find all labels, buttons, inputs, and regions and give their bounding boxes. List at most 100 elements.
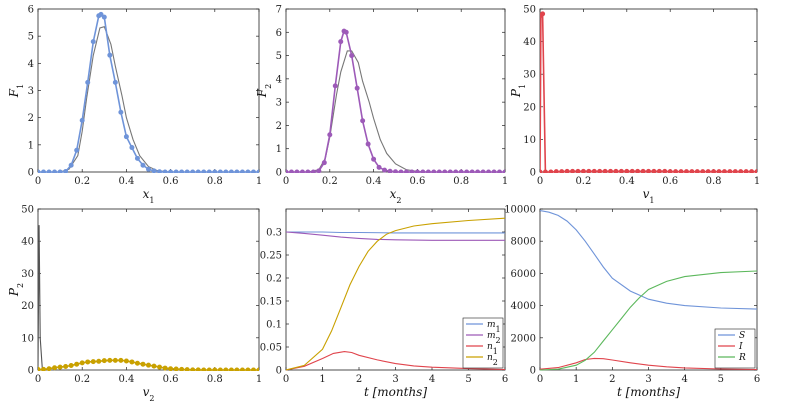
data-point — [321, 160, 327, 166]
y-axis-label-main: P — [7, 287, 21, 297]
y-tick-label: 3 — [276, 98, 282, 109]
data-point — [732, 169, 738, 173]
data-point — [491, 169, 497, 173]
y-tick-label: 50 — [21, 205, 34, 216]
data-point — [201, 169, 207, 173]
y-tick-label: 5 — [276, 51, 282, 62]
y-tick-label: 10 — [523, 135, 536, 146]
y-tick-label: 1 — [28, 140, 34, 151]
data-point — [173, 169, 179, 173]
series-line-R — [540, 270, 757, 371]
y-tick-label: 4000 — [511, 301, 536, 312]
x-tick-label: 0.2 — [74, 176, 90, 187]
data-point — [403, 169, 409, 173]
data-point — [38, 169, 41, 173]
data-point — [580, 168, 586, 173]
data-point — [123, 358, 129, 364]
legend-label-main: m — [487, 331, 496, 341]
legend-label: n2 — [487, 353, 498, 367]
y-tick-label: 6 — [276, 28, 282, 39]
data-point — [540, 169, 543, 173]
data-point — [564, 168, 570, 173]
data-point — [250, 169, 256, 173]
data-point — [168, 169, 174, 173]
data-point — [754, 169, 757, 173]
data-point — [123, 134, 129, 140]
x-tick-label: 0.8 — [453, 176, 469, 187]
y-axis-label: F2 — [255, 84, 273, 98]
y-tick-label: 0 — [276, 168, 282, 179]
data-point — [327, 132, 333, 138]
series-line-m2 — [286, 231, 505, 241]
y-tick-label: 30 — [21, 269, 34, 280]
series-line-m1 — [286, 231, 505, 234]
data-point — [624, 168, 630, 173]
series-line-n1 — [286, 351, 505, 371]
y-tick-label: 10000 — [504, 205, 536, 216]
data-point — [486, 169, 492, 173]
data-point — [436, 169, 442, 173]
data-point — [678, 169, 684, 173]
x-axis-label-sub: 2 — [149, 394, 154, 403]
data-point — [711, 169, 717, 173]
data-point — [90, 359, 96, 365]
y-tick-label: 6 — [28, 5, 34, 16]
x-axis-label: x1 — [143, 187, 155, 205]
legend-label-main: n — [487, 342, 493, 352]
data-point — [206, 169, 212, 173]
data-point — [74, 147, 80, 153]
data-point — [349, 53, 355, 59]
data-point — [705, 169, 711, 173]
series-group — [286, 217, 505, 371]
data-point — [179, 169, 185, 173]
data-point — [540, 11, 546, 17]
data-point — [749, 169, 755, 173]
x-tick-label: 0 — [283, 176, 289, 187]
legend-label-main: n — [487, 353, 493, 363]
x-axis-label-main: x — [143, 187, 150, 201]
series-group — [540, 11, 757, 173]
data-point — [743, 169, 749, 173]
data-point — [635, 168, 641, 173]
x-tick-label: 1 — [256, 374, 262, 385]
data-point — [548, 169, 554, 173]
y-tick-label: 0 — [530, 168, 536, 179]
data-point — [112, 79, 118, 85]
series-line-n2 — [286, 217, 505, 371]
y-axis-label-main: P — [509, 88, 523, 98]
data-point — [667, 169, 673, 173]
data-point — [146, 362, 151, 368]
data-point — [63, 363, 69, 369]
data-point — [129, 359, 135, 365]
x-tick-label: 0 — [35, 374, 41, 385]
data-point — [85, 359, 91, 365]
series-group — [540, 210, 757, 371]
data-point — [234, 367, 240, 371]
data-point — [618, 168, 624, 173]
data-point — [602, 168, 608, 173]
data-point — [162, 169, 168, 173]
data-point — [256, 367, 259, 371]
data-point — [694, 169, 700, 173]
plot-frame — [285, 8, 506, 173]
y-tick-label: 0.25 — [260, 251, 282, 262]
data-point — [343, 29, 349, 35]
data-point — [157, 364, 163, 370]
y-axis-label: P2 — [7, 283, 25, 297]
data-point — [134, 155, 140, 161]
data-point — [597, 168, 603, 173]
y-tick-label: 4 — [276, 74, 282, 85]
data-point — [63, 168, 69, 173]
data-point — [570, 168, 576, 173]
y-tick-label: 0.15 — [260, 297, 282, 308]
data-point — [338, 39, 344, 45]
x-axis-label: v2 — [143, 385, 155, 403]
data-point — [689, 169, 695, 173]
data-point — [286, 169, 289, 173]
data-point — [146, 166, 151, 172]
y-axis-label-sub: 1 — [16, 84, 25, 89]
data-point — [46, 366, 52, 371]
